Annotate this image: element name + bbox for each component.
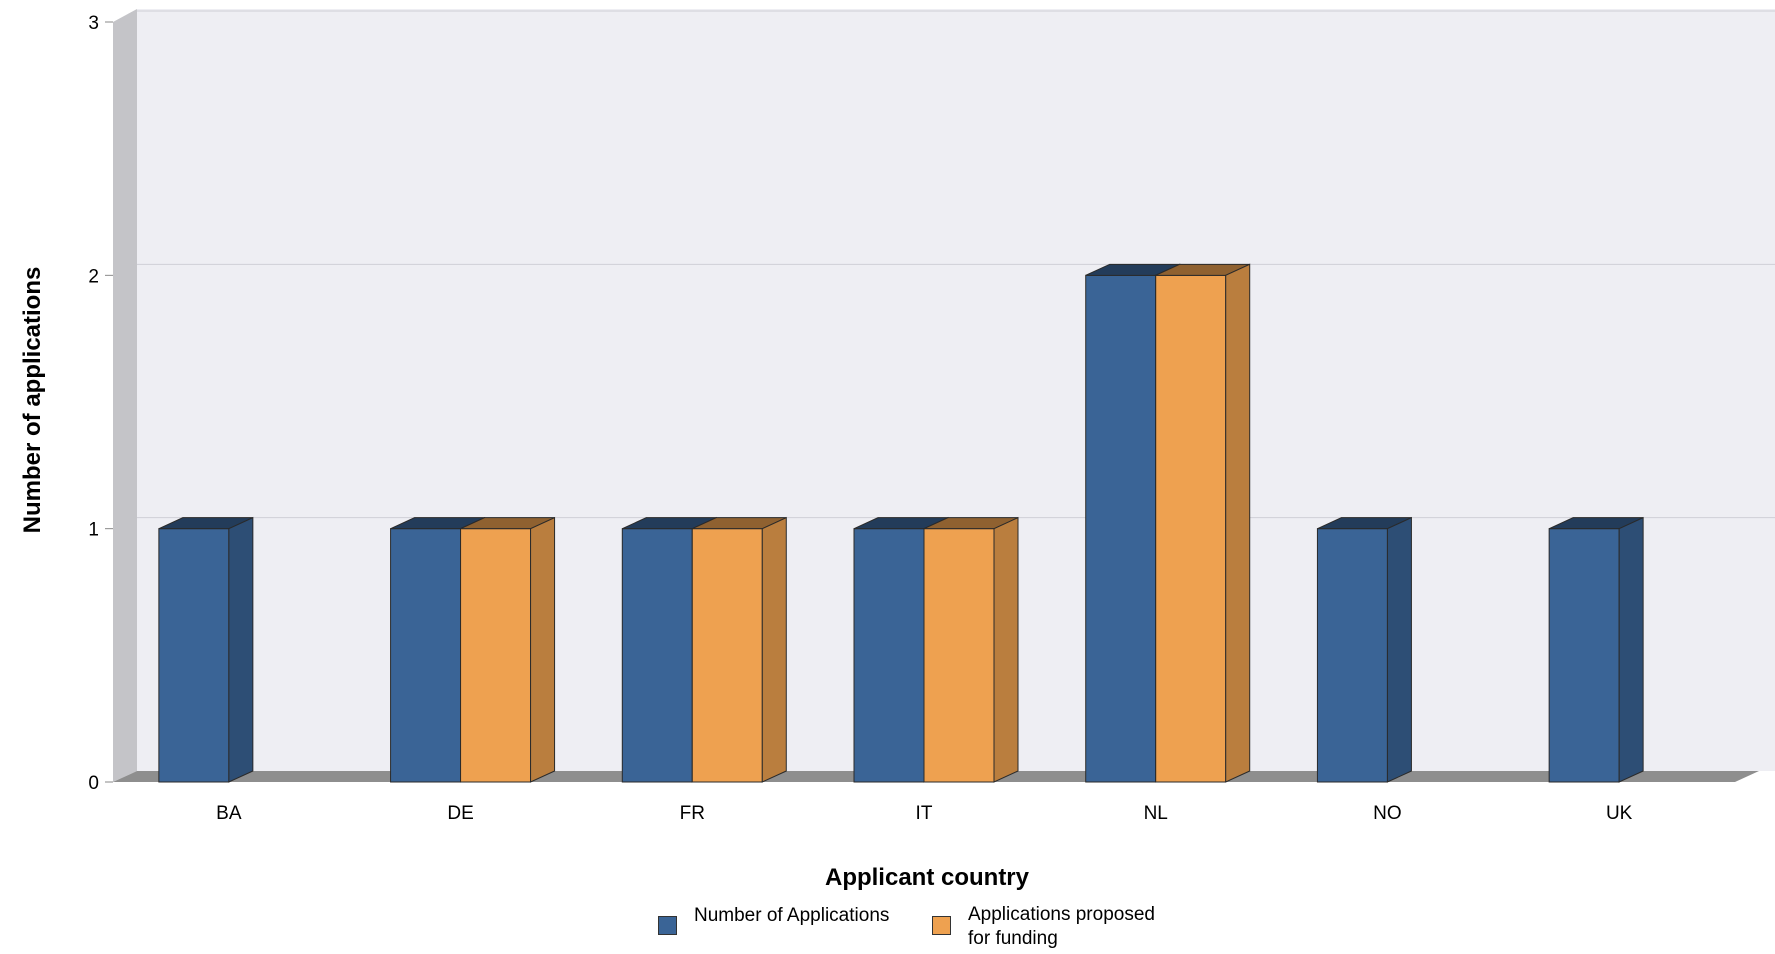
legend-label-applications-line1: Number of Applications — [694, 905, 890, 926]
bar-side — [761, 516, 787, 783]
legend-label-proposed-funding-line2: for funding — [968, 928, 1058, 949]
bar-front — [691, 528, 763, 783]
x-tick-label-no: NO — [1373, 803, 1402, 824]
bar-front — [460, 528, 532, 783]
bar-ba-applications — [158, 516, 254, 783]
bar-front — [1316, 528, 1388, 783]
bar-side — [530, 516, 556, 783]
bar-nl-proposed-funding — [1155, 263, 1251, 783]
x-tick-label-ba: BA — [216, 803, 242, 824]
bar-front — [1085, 274, 1157, 783]
bar-side — [1225, 263, 1251, 783]
legend-item-applications: Number of Applications — [658, 904, 889, 935]
bar-front — [621, 528, 693, 783]
y-tick-label: 3 — [88, 13, 99, 34]
bar-fr-proposed-funding — [691, 516, 787, 783]
bar-front — [1155, 274, 1227, 783]
x-axis-title: Applicant country — [825, 864, 1030, 891]
bars — [158, 263, 1644, 783]
x-axis-ticks: BA DE FR IT NL NO UK — [216, 803, 1632, 824]
bar-front — [1548, 528, 1620, 783]
bar-front — [390, 528, 462, 783]
side-wall — [113, 9, 137, 782]
y-tick-label: 2 — [88, 266, 99, 287]
y-tick-label: 0 — [88, 773, 99, 794]
bar-no-applications — [1316, 516, 1412, 783]
bar-front — [853, 528, 925, 783]
legend: Number of Applications Applications prop… — [658, 904, 1178, 954]
legend-swatch-applications — [658, 916, 677, 935]
legend-item-proposed-funding: Applications proposed for funding — [932, 904, 1155, 951]
bar-side — [993, 516, 1019, 783]
bar-it-proposed-funding — [923, 516, 1019, 783]
x-tick-label-nl: NL — [1144, 803, 1168, 824]
bar-side — [1386, 516, 1412, 783]
bar-de-proposed-funding — [460, 516, 556, 783]
bar-side — [1618, 516, 1644, 783]
x-tick-label-it: IT — [916, 803, 933, 824]
legend-label-applications: Number of Applications — [694, 904, 889, 928]
bar-uk-applications — [1548, 516, 1644, 783]
y-axis-title: Number of applications — [19, 267, 46, 534]
y-tick-label: 1 — [88, 520, 99, 541]
legend-label-proposed-funding-line1: Applications proposed — [968, 904, 1155, 925]
x-tick-label-uk: UK — [1606, 803, 1633, 824]
legend-swatch-proposed-funding — [932, 916, 951, 935]
bar-front — [158, 528, 230, 783]
x-tick-label-de: DE — [447, 803, 473, 824]
y-axis-ticks: 0 1 2 3 — [88, 13, 113, 794]
legend-label-proposed-funding: Applications proposed for funding — [968, 903, 1155, 951]
bar-front — [923, 528, 995, 783]
x-tick-label-fr: FR — [680, 803, 705, 824]
bar-side — [228, 516, 254, 783]
